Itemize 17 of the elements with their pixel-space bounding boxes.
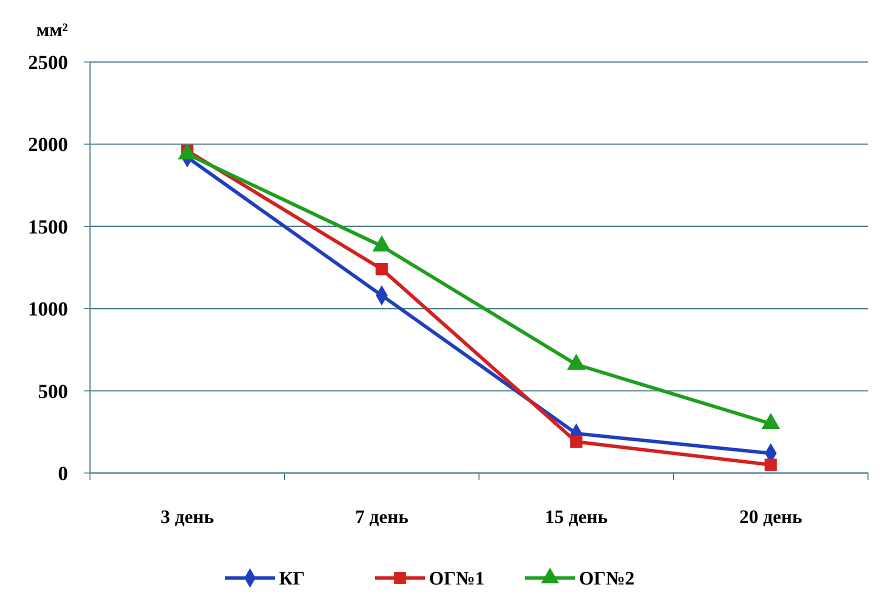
y-tick-label: 1500 [28, 216, 68, 238]
legend-label: ОГ№1 [429, 568, 484, 590]
y-tick-label: 500 [38, 380, 68, 403]
x-tick-label: 20 день [739, 507, 802, 528]
point [764, 458, 777, 471]
point [570, 436, 582, 448]
y-tick-label: 0 [58, 463, 68, 485]
y-tick-label: 2000 [28, 134, 68, 156]
x-tick-label: 7 день [355, 507, 408, 528]
legend-label: КГ [279, 568, 305, 590]
y-axis-title: мм² [36, 20, 68, 41]
y-tick-label: 2500 [28, 52, 68, 74]
point [376, 263, 388, 276]
y-tick-label: 1000 [28, 298, 68, 321]
x-tick-label: 15 день [544, 507, 608, 528]
legend-label: ОГ№2 [579, 568, 634, 590]
x-tick-label: 3 день [160, 507, 214, 528]
